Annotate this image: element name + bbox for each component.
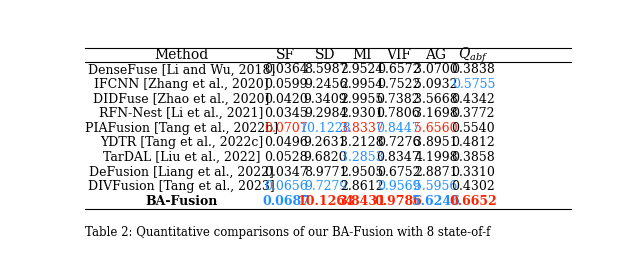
Text: 3.2853: 3.2853	[340, 151, 383, 164]
Text: 0.7522: 0.7522	[377, 78, 420, 91]
Text: SF: SF	[276, 48, 296, 62]
Text: 3.8431: 3.8431	[338, 195, 386, 208]
Text: 9.7279: 9.7279	[304, 180, 347, 193]
Text: 2.9505: 2.9505	[340, 166, 383, 179]
Text: 4.1998: 4.1998	[414, 151, 458, 164]
Text: 0.0707: 0.0707	[264, 122, 308, 135]
Text: 0.3772: 0.3772	[452, 107, 495, 120]
Text: DIVFusion [Tang et al., 2023]: DIVFusion [Tang et al., 2023]	[88, 180, 275, 193]
Text: 0.3838: 0.3838	[451, 63, 495, 76]
Text: BA-Fusion: BA-Fusion	[145, 195, 218, 208]
Text: 3.5668: 3.5668	[414, 92, 458, 106]
Text: 0.5755: 0.5755	[452, 78, 495, 91]
Text: 0.3310: 0.3310	[451, 166, 495, 179]
Text: 2.9955: 2.9955	[340, 92, 383, 106]
Text: 0.0496: 0.0496	[264, 136, 308, 149]
Text: 0.0656: 0.0656	[264, 180, 308, 193]
Text: 0.5540: 0.5540	[451, 122, 495, 135]
Text: 0.0345: 0.0345	[264, 107, 308, 120]
Text: MI: MI	[352, 48, 371, 62]
Text: 0.0528: 0.0528	[264, 151, 308, 164]
Text: 9.2984: 9.2984	[304, 107, 348, 120]
Text: 0.7276: 0.7276	[377, 136, 420, 149]
Text: 0.0347: 0.0347	[264, 166, 308, 179]
Text: 5.5956: 5.5956	[415, 180, 458, 193]
Text: 0.7806: 0.7806	[376, 107, 420, 120]
Text: 2.9301: 2.9301	[340, 107, 383, 120]
Text: 0.6652: 0.6652	[449, 195, 497, 208]
Text: 0.9786: 0.9786	[374, 195, 422, 208]
Text: AG: AG	[426, 48, 447, 62]
Text: 8.5987: 8.5987	[304, 63, 348, 76]
Text: SD: SD	[316, 48, 336, 62]
Text: 0.0687: 0.0687	[262, 195, 310, 208]
Text: 10.1264: 10.1264	[297, 195, 354, 208]
Text: 2.8871: 2.8871	[414, 166, 458, 179]
Text: 3.8337: 3.8337	[340, 122, 383, 135]
Text: 0.8347: 0.8347	[376, 151, 420, 164]
Text: 2.9524: 2.9524	[340, 63, 383, 76]
Text: YDTR [Tang et al., 2022c]: YDTR [Tang et al., 2022c]	[100, 136, 263, 149]
Text: 5.0932: 5.0932	[414, 78, 458, 91]
Text: 5.6246: 5.6246	[412, 195, 460, 208]
Text: TarDAL [Liu et al., 2022]: TarDAL [Liu et al., 2022]	[103, 151, 260, 164]
Text: 9.6820: 9.6820	[304, 151, 348, 164]
Text: Method: Method	[154, 48, 209, 62]
Text: Table 2: Quantitative comparisons of our BA-Fusion with 8 state-of-f: Table 2: Quantitative comparisons of our…	[85, 226, 490, 238]
Text: RFN-Nest [Li et al., 2021]: RFN-Nest [Li et al., 2021]	[99, 107, 264, 120]
Text: 0.0420: 0.0420	[264, 92, 308, 106]
Text: VIF: VIF	[386, 48, 411, 62]
Text: 8.9771: 8.9771	[304, 166, 348, 179]
Text: 0.7382: 0.7382	[376, 92, 420, 106]
Text: 2.9954: 2.9954	[340, 78, 383, 91]
Text: 10.1228: 10.1228	[300, 122, 351, 135]
Text: 9.2456: 9.2456	[304, 78, 348, 91]
Text: DeFusion [Liang et al., 2022]: DeFusion [Liang et al., 2022]	[89, 166, 274, 179]
Text: 3.8951: 3.8951	[414, 136, 458, 149]
Text: 0.0364: 0.0364	[264, 63, 308, 76]
Text: 0.9569: 0.9569	[377, 180, 420, 193]
Text: 5.6560: 5.6560	[414, 122, 458, 135]
Text: DIDFuse [Zhao et al., 2020]: DIDFuse [Zhao et al., 2020]	[93, 92, 270, 106]
Text: 9.2631: 9.2631	[304, 136, 348, 149]
Text: IFCNN [Zhang et al., 2020]: IFCNN [Zhang et al., 2020]	[94, 78, 269, 91]
Text: 0.8447: 0.8447	[376, 122, 420, 135]
Text: 0.6572: 0.6572	[377, 63, 420, 76]
Text: 0.4812: 0.4812	[451, 136, 495, 149]
Text: 2.8612: 2.8612	[340, 180, 383, 193]
Text: 0.0599: 0.0599	[264, 78, 308, 91]
Text: 0.4302: 0.4302	[451, 180, 495, 193]
Text: 0.4342: 0.4342	[451, 92, 495, 106]
Text: $Q_{abf}$: $Q_{abf}$	[458, 45, 488, 65]
Text: 9.3409: 9.3409	[304, 92, 348, 106]
Text: 0.3858: 0.3858	[451, 151, 495, 164]
Text: 3.0700: 3.0700	[414, 63, 458, 76]
Text: 0.6752: 0.6752	[377, 166, 420, 179]
Text: DenseFuse [Li and Wu, 2018]: DenseFuse [Li and Wu, 2018]	[88, 63, 275, 76]
Text: 3.1698: 3.1698	[414, 107, 458, 120]
Text: 3.2128: 3.2128	[340, 136, 383, 149]
Text: PIAFusion [Tang et al., 2022b]: PIAFusion [Tang et al., 2022b]	[85, 122, 278, 135]
